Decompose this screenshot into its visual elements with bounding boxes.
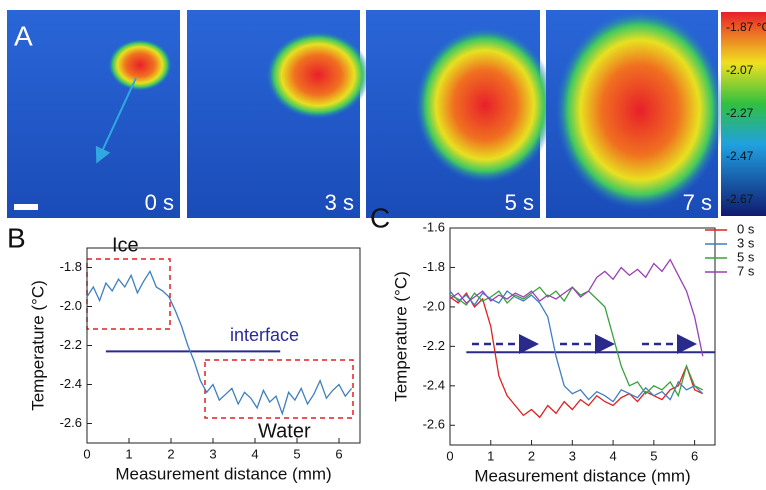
- y-axis-label: Temperature (°C): [28, 280, 47, 411]
- x-tick-label: 1: [487, 448, 494, 463]
- y-tick-label: -1.8: [60, 259, 82, 274]
- colorbar-label: -1.87 °C: [726, 20, 766, 34]
- x-tick-label: 0: [83, 446, 90, 461]
- x-tick-label: 2: [528, 448, 535, 463]
- panel-label: C: [370, 202, 390, 233]
- data-line: [449, 291, 704, 419]
- data-line: [449, 290, 704, 403]
- scale-bar: [14, 204, 38, 210]
- x-tick-label: 4: [609, 448, 616, 463]
- legend-label: 7 s: [737, 263, 755, 278]
- annotation: Ice: [112, 234, 139, 256]
- frame-time: 0 s: [145, 190, 174, 215]
- data-line: [86, 269, 353, 416]
- data-line: [449, 286, 704, 398]
- colorbar-label: -2.47: [726, 149, 754, 163]
- water-box: [204, 359, 354, 419]
- colorbar: [721, 12, 766, 216]
- legend-label: 0 s: [737, 221, 755, 236]
- hot-region: [415, 27, 555, 183]
- y-tick-label: -2.6: [423, 417, 445, 432]
- colorbar-label: -2.67: [726, 192, 754, 206]
- y-tick-label: -2.4: [60, 376, 82, 391]
- plot-frame: [449, 227, 716, 446]
- y-tick-label: -2.0: [423, 298, 445, 313]
- x-tick-label: 0: [446, 448, 453, 463]
- x-tick-label: 5: [650, 448, 657, 463]
- hot-region: [555, 10, 725, 210]
- y-tick-label: -1.6: [423, 219, 445, 234]
- y-tick-label: -2.6: [60, 415, 82, 430]
- annotation: Water: [258, 420, 311, 442]
- x-tick-label: 3: [209, 446, 216, 461]
- hot-region: [266, 31, 370, 119]
- frame-time: 7 s: [683, 190, 712, 215]
- x-axis-label: Measurement distance (mm): [115, 464, 331, 483]
- plot-frame: [86, 247, 361, 444]
- hot-region: [108, 39, 172, 91]
- x-tick-label: 2: [167, 446, 174, 461]
- x-tick-label: 1: [125, 446, 132, 461]
- arrow: [95, 77, 137, 164]
- legend-label: 5 s: [737, 249, 755, 264]
- y-tick-label: -2.2: [60, 337, 82, 352]
- frame-time: 3 s: [325, 190, 354, 215]
- frame-image: [7, 10, 180, 218]
- y-tick-label: -2.0: [60, 298, 82, 313]
- ice-box: [86, 258, 171, 330]
- y-tick-label: -2.2: [423, 338, 445, 353]
- panel-label: A: [14, 20, 33, 51]
- y-axis-label: Temperature (°C): [391, 271, 410, 402]
- colorbar-label: -2.07: [726, 63, 754, 77]
- x-tick-label: 4: [251, 446, 258, 461]
- y-tick-label: -1.8: [423, 259, 445, 274]
- annotation: interface: [230, 325, 299, 345]
- y-tick-label: -2.4: [423, 377, 445, 392]
- x-axis-label: Measurement distance (mm): [474, 466, 690, 485]
- colorbar-label: -2.27: [726, 106, 754, 120]
- x-tick-label: 6: [335, 446, 342, 461]
- data-line: [449, 258, 704, 357]
- frame-time: 5 s: [505, 190, 534, 215]
- legend-label: 3 s: [737, 235, 755, 250]
- x-tick-label: 6: [691, 448, 698, 463]
- x-tick-label: 5: [293, 446, 300, 461]
- panel-label: B: [7, 222, 26, 253]
- thermal-images: A: [7, 10, 766, 218]
- x-tick-label: 3: [569, 448, 576, 463]
